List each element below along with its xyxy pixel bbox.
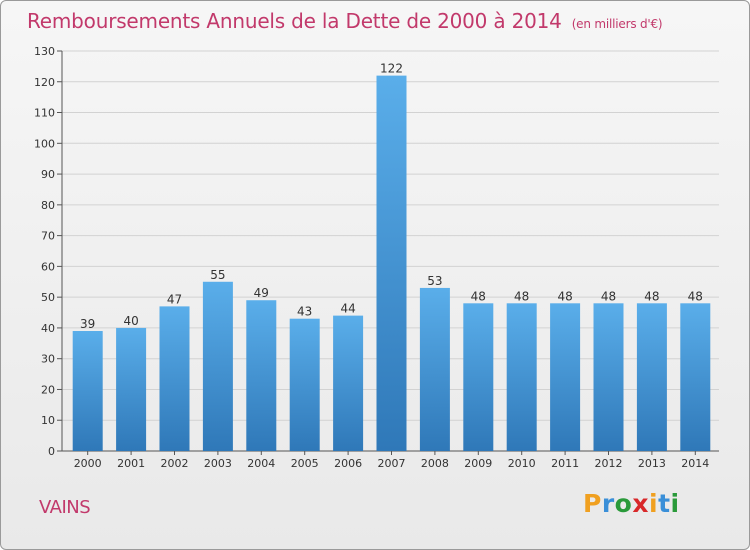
value-labels: 39 40 47 55 49 43 44 122 53 48 48 48 48 48 48 (80, 62, 703, 331)
value-label-2008: 53 (427, 274, 442, 288)
value-label-2006: 44 (340, 302, 355, 316)
value-label-2011: 48 (557, 289, 572, 303)
logo-letter: x (632, 489, 649, 518)
y-tick-label-110: 110 (34, 107, 55, 120)
bar-2011 (550, 303, 581, 451)
y-tick-label-130: 130 (34, 45, 55, 58)
bar-2003 (202, 281, 233, 451)
y-tick-label-60: 60 (41, 260, 55, 273)
logo-letter: P (583, 489, 602, 518)
logo-letter: o (614, 489, 633, 518)
value-label-2007: 122 (380, 62, 403, 76)
chart-title-unit: (en milliers d'€) (571, 17, 663, 31)
chart-title-text: Remboursements Annuels de la Dette de 20… (27, 9, 562, 33)
y-tick-label-120: 120 (34, 76, 55, 89)
bar-2002 (159, 306, 190, 451)
value-label-2009: 48 (471, 289, 486, 303)
value-label-2002: 47 (167, 292, 182, 306)
value-label-2012: 48 (601, 289, 616, 303)
value-label-2010: 48 (514, 289, 529, 303)
y-tick-label-70: 70 (41, 230, 55, 243)
x-tick-label-2001: 2001 (117, 457, 145, 470)
y-tick-label-100: 100 (34, 137, 55, 150)
value-label-2013: 48 (644, 289, 659, 303)
x-tick-label-2005: 2005 (291, 457, 319, 470)
bar-2000 (72, 331, 103, 451)
x-tick-label-2011: 2011 (551, 457, 579, 470)
y-tick-label-20: 20 (41, 383, 55, 396)
x-tick-label-2003: 2003 (204, 457, 232, 470)
y-tick-label-40: 40 (41, 322, 55, 335)
x-tick-label-2009: 2009 (464, 457, 492, 470)
x-tick-label-2002: 2002 (161, 457, 189, 470)
bar-2001 (116, 327, 147, 451)
value-label-2001: 40 (123, 314, 138, 328)
bar-2014 (680, 303, 711, 451)
value-label-2014: 48 (688, 289, 703, 303)
value-label-2003: 55 (210, 268, 225, 282)
x-tick-label-2000: 2000 (74, 457, 102, 470)
bar-2009 (463, 303, 494, 451)
x-tick-label-2010: 2010 (508, 457, 536, 470)
y-tick-label-0: 0 (48, 445, 55, 458)
value-label-2000: 39 (80, 317, 95, 331)
bar-2008 (419, 287, 450, 451)
bar-2007 (376, 75, 407, 451)
y-tick-label-80: 80 (41, 199, 55, 212)
x-tick-labels: 2000 2001 2002 2003 2004 2005 2006 2007 2008 2009… (74, 457, 710, 470)
bars (72, 75, 711, 451)
x-tick-label-2013: 2013 (638, 457, 666, 470)
x-tick-label-2008: 2008 (421, 457, 449, 470)
bar-2006 (333, 315, 364, 451)
y-tick-label-50: 50 (41, 291, 55, 304)
x-tick-label-2012: 2012 (595, 457, 623, 470)
bar-2005 (289, 318, 320, 451)
logo-letter: i (649, 489, 659, 518)
chart-title: Remboursements Annuels de la Dette de 20… (27, 9, 663, 33)
logo-letter: i (670, 489, 680, 518)
bar-2010 (506, 303, 537, 451)
y-tick-labels: 0 10 20 30 40 50 60 70 80 90 100 110 120 130 (34, 45, 55, 458)
y-tick-label-30: 30 (41, 353, 55, 366)
bar-2013 (636, 303, 667, 451)
x-tick-label-2007: 2007 (378, 457, 406, 470)
town-name: VAINS (39, 497, 91, 518)
value-label-2004: 49 (254, 286, 269, 300)
bar-2012 (593, 303, 624, 451)
y-tick-label-10: 10 (41, 414, 55, 427)
x-tick-label-2004: 2004 (247, 457, 275, 470)
x-tick-label-2014: 2014 (681, 457, 709, 470)
logo-letter: t (658, 489, 671, 518)
value-label-2005: 43 (297, 305, 312, 319)
logo-letter: r (601, 489, 615, 518)
proxiti-logo: Proxiti (583, 489, 693, 525)
y-tick-label-90: 90 (41, 168, 55, 181)
x-tick-label-2006: 2006 (334, 457, 362, 470)
bar-2004 (246, 300, 277, 451)
